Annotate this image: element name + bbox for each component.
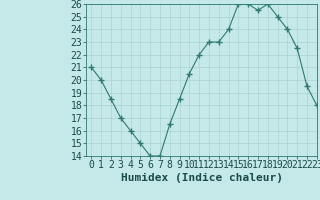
X-axis label: Humidex (Indice chaleur): Humidex (Indice chaleur) xyxy=(121,173,283,183)
